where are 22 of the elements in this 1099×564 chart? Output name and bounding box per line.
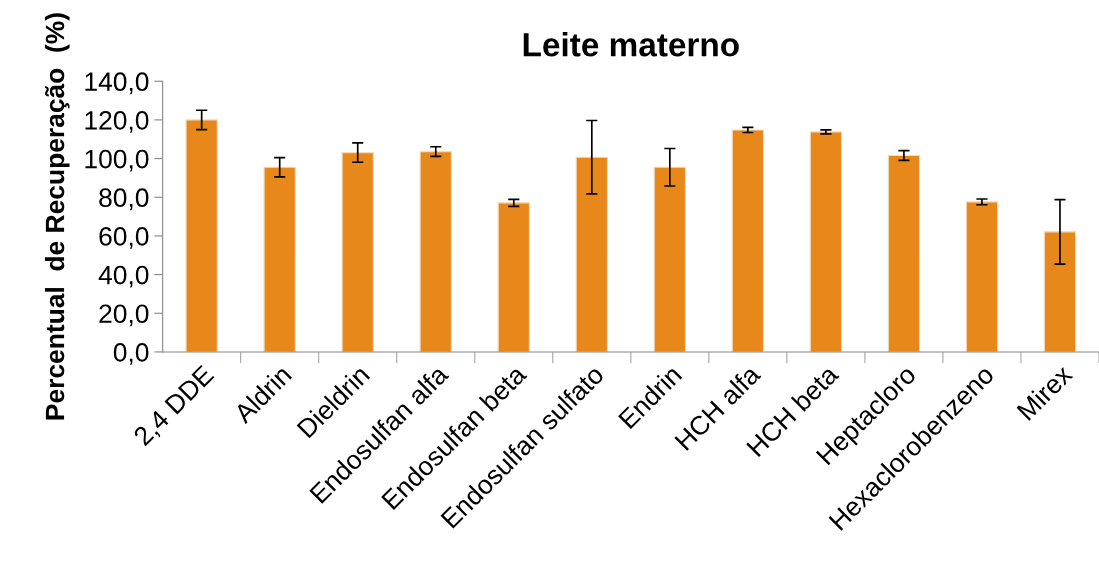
y-tick-label: 20,0 xyxy=(99,304,149,327)
y-tick-label: 120,0 xyxy=(85,111,149,133)
bar xyxy=(341,152,374,352)
y-tick-label: 0,0 xyxy=(113,343,149,365)
bar xyxy=(419,151,452,352)
y-tick-label: 40,0 xyxy=(98,265,149,288)
chart-title: Leite materno xyxy=(523,32,739,57)
bar xyxy=(965,201,999,352)
bar xyxy=(185,119,218,352)
y-tick-label: 100,0 xyxy=(85,149,149,172)
bar xyxy=(887,154,921,352)
bar xyxy=(809,131,843,352)
y-tick-label: 60,0 xyxy=(99,227,149,249)
bar xyxy=(263,166,296,352)
bar xyxy=(731,129,765,352)
y-tick-label: 140,0 xyxy=(85,72,149,95)
y-axis-title: Percentual de Recuperação (%) xyxy=(44,13,70,420)
bar xyxy=(497,202,530,352)
bar xyxy=(653,166,687,352)
bar xyxy=(575,156,608,352)
y-tick-label: 80,0 xyxy=(99,188,149,211)
bar xyxy=(1043,231,1077,352)
